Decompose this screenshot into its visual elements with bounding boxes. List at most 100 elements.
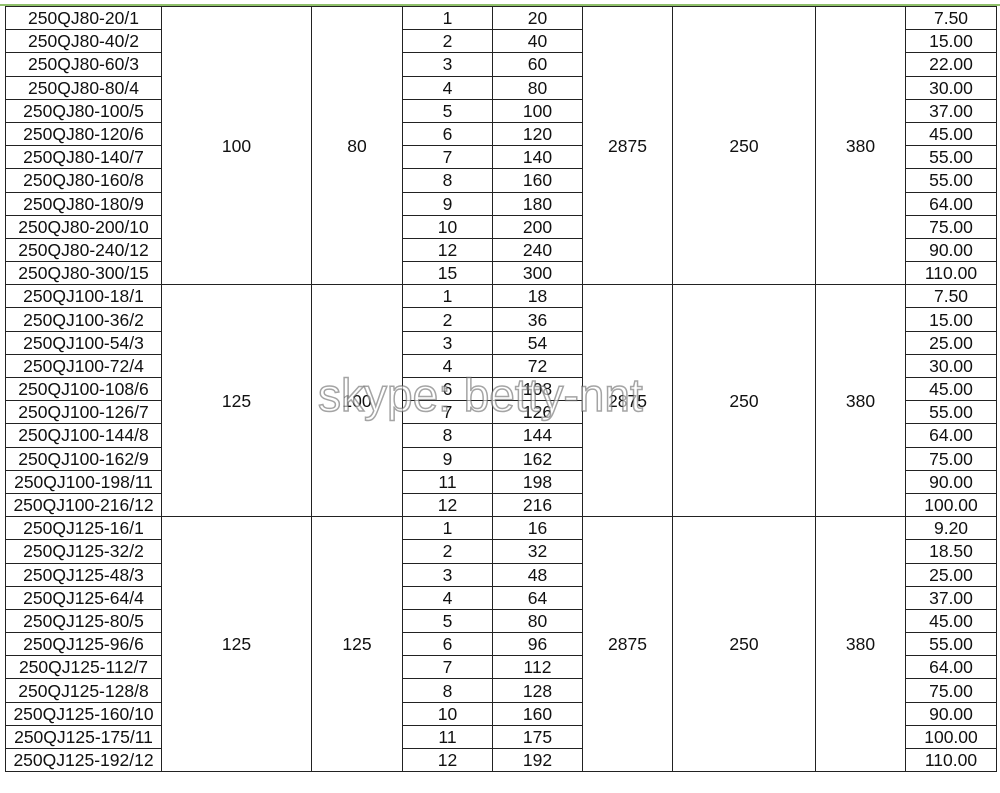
model-cell: 250QJ100-54/3 bbox=[5, 330, 162, 355]
power-cell: 75.00 bbox=[905, 214, 997, 239]
model-cell: 250QJ125-128/8 bbox=[5, 678, 162, 703]
stage-cell: 7 bbox=[402, 145, 493, 170]
model-cell: 250QJ80-60/3 bbox=[5, 52, 162, 77]
model-cell: 250QJ100-126/7 bbox=[5, 400, 162, 425]
power-cell: 64.00 bbox=[905, 191, 997, 216]
head-cell: 80 bbox=[492, 608, 583, 634]
head-cell: 64 bbox=[492, 585, 583, 610]
model-cell: 250QJ100-72/4 bbox=[5, 353, 162, 379]
power-cell: 55.00 bbox=[905, 168, 997, 193]
stage-cell: 7 bbox=[402, 655, 493, 680]
model-cell: 250QJ100-216/12 bbox=[5, 492, 162, 518]
power-cell: 22.00 bbox=[905, 52, 997, 77]
group-cell: 250 bbox=[672, 5, 816, 286]
power-cell: 90.00 bbox=[905, 469, 997, 494]
table-row: 250QJ80-80/4 4 80 30.00 bbox=[5, 75, 997, 100]
model-cell: 250QJ80-20/1 bbox=[5, 5, 162, 31]
head-cell: 192 bbox=[492, 747, 583, 773]
power-cell: 110.00 bbox=[905, 261, 997, 286]
table-row: 250QJ125-160/10 10 160 90.00 bbox=[5, 701, 997, 726]
stage-cell: 8 bbox=[402, 168, 493, 193]
head-cell: 180 bbox=[492, 191, 583, 216]
stage-cell: 11 bbox=[402, 469, 493, 494]
stage-cell: 1 bbox=[402, 516, 493, 541]
head-cell: 140 bbox=[492, 145, 583, 170]
power-cell: 55.00 bbox=[905, 400, 997, 425]
power-cell: 25.00 bbox=[905, 562, 997, 587]
power-cell: 15.00 bbox=[905, 29, 997, 54]
head-cell: 200 bbox=[492, 214, 583, 239]
power-cell: 37.00 bbox=[905, 98, 997, 123]
power-cell: 9.20 bbox=[905, 516, 997, 541]
head-cell: 20 bbox=[492, 5, 583, 31]
model-cell: 250QJ125-64/4 bbox=[5, 585, 162, 610]
power-cell: 55.00 bbox=[905, 145, 997, 170]
head-cell: 54 bbox=[492, 330, 583, 355]
table-row: 250QJ100-162/9 9 162 75.00 bbox=[5, 446, 997, 471]
head-cell: 112 bbox=[492, 655, 583, 680]
table-row: 250QJ80-100/5 5 100 37.00 bbox=[5, 98, 997, 123]
stage-cell: 4 bbox=[402, 75, 493, 100]
stage-cell: 1 bbox=[402, 5, 493, 31]
group-cell: 125 bbox=[161, 516, 312, 773]
model-cell: 250QJ80-240/12 bbox=[5, 237, 162, 263]
model-cell: 250QJ80-40/2 bbox=[5, 29, 162, 54]
head-cell: 60 bbox=[492, 52, 583, 77]
group-cell: 380 bbox=[815, 516, 906, 773]
power-cell: 55.00 bbox=[905, 632, 997, 657]
head-cell: 160 bbox=[492, 168, 583, 193]
power-cell: 64.00 bbox=[905, 655, 997, 680]
model-cell: 250QJ125-192/12 bbox=[5, 747, 162, 773]
stage-cell: 9 bbox=[402, 446, 493, 471]
table-row: 250QJ80-300/15 15 300 110.00 bbox=[5, 261, 997, 286]
group-cell: 2875 bbox=[582, 516, 673, 773]
head-cell: 80 bbox=[492, 75, 583, 100]
table-row: 250QJ100-54/3 3 54 25.00 bbox=[5, 330, 997, 355]
table-row: 250QJ80-120/6 6 120 45.00 bbox=[5, 121, 997, 147]
stage-cell: 10 bbox=[402, 701, 493, 726]
model-cell: 250QJ125-160/10 bbox=[5, 701, 162, 726]
model-cell: 250QJ125-48/3 bbox=[5, 562, 162, 587]
power-cell: 30.00 bbox=[905, 353, 997, 379]
power-cell: 7.50 bbox=[905, 284, 997, 309]
head-cell: 175 bbox=[492, 724, 583, 750]
power-cell: 18.50 bbox=[905, 539, 997, 564]
table-row: 250QJ125-96/6 6 96 55.00 bbox=[5, 632, 997, 657]
stage-cell: 5 bbox=[402, 608, 493, 634]
group-cell: 100 bbox=[311, 284, 403, 518]
model-cell: 250QJ80-160/8 bbox=[5, 168, 162, 193]
model-cell: 250QJ125-32/2 bbox=[5, 539, 162, 564]
table-row: 250QJ100-18/1 125 100 1 18 2875 250 380 7.50 bbox=[5, 284, 997, 518]
table-row: 250QJ80-180/9 9 180 64.00 bbox=[5, 191, 997, 216]
group-cell: 250 bbox=[672, 516, 816, 773]
table-row: 250QJ80-20/1 100 80 1 20 2875 250 380 7.50 bbox=[5, 5, 997, 286]
head-cell: 18 bbox=[492, 284, 583, 309]
table-row: 250QJ100-126/7 7 126 55.00 bbox=[5, 400, 997, 425]
power-cell: 7.50 bbox=[905, 5, 997, 31]
stage-cell: 6 bbox=[402, 121, 493, 147]
stage-cell: 4 bbox=[402, 353, 493, 379]
head-cell: 162 bbox=[492, 446, 583, 471]
table-row: 250QJ80-200/10 10 200 75.00 bbox=[5, 214, 997, 239]
stage-cell: 12 bbox=[402, 747, 493, 773]
table-row: 250QJ80-60/3 3 60 22.00 bbox=[5, 52, 997, 77]
head-cell: 96 bbox=[492, 632, 583, 657]
head-cell: 72 bbox=[492, 353, 583, 379]
power-cell: 45.00 bbox=[905, 121, 997, 147]
table-row: 250QJ125-48/3 3 48 25.00 bbox=[5, 562, 997, 587]
power-cell: 25.00 bbox=[905, 330, 997, 355]
head-cell: 120 bbox=[492, 121, 583, 147]
head-cell: 48 bbox=[492, 562, 583, 587]
power-cell: 90.00 bbox=[905, 237, 997, 263]
model-cell: 250QJ100-18/1 bbox=[5, 284, 162, 309]
head-cell: 144 bbox=[492, 423, 583, 448]
stage-cell: 15 bbox=[402, 261, 493, 286]
table-row: 250QJ125-112/7 7 112 64.00 bbox=[5, 655, 997, 680]
model-cell: 250QJ80-200/10 bbox=[5, 214, 162, 239]
stage-cell: 2 bbox=[402, 539, 493, 564]
group-cell: 80 bbox=[311, 5, 403, 286]
power-cell: 110.00 bbox=[905, 747, 997, 773]
model-cell: 250QJ80-140/7 bbox=[5, 145, 162, 170]
model-cell: 250QJ100-108/6 bbox=[5, 376, 162, 402]
table-row: 250QJ80-40/2 2 40 15.00 bbox=[5, 29, 997, 54]
